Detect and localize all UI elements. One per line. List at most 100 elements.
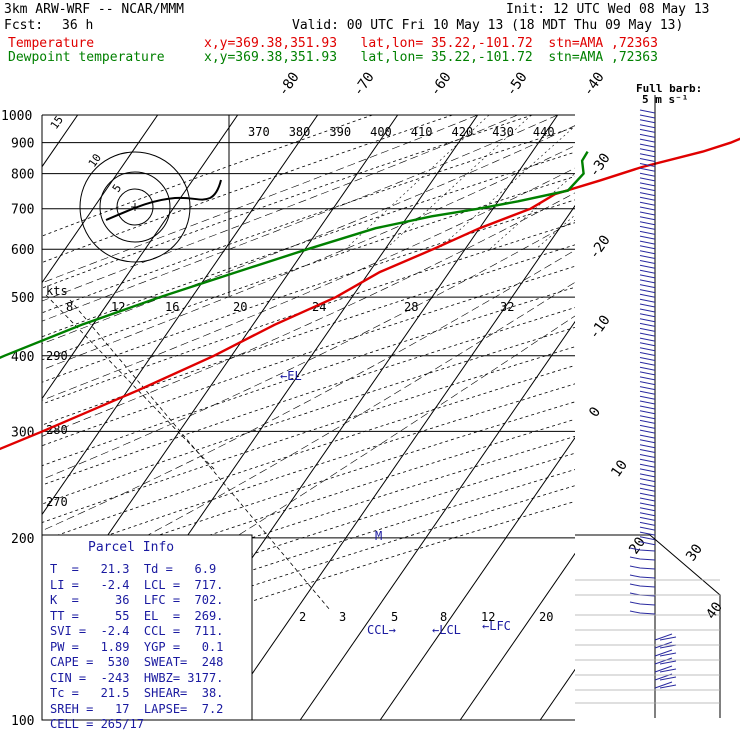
- pressure-tick-label: 800: [11, 168, 34, 183]
- pressure-tick-label: 300: [11, 425, 34, 440]
- pressure-tick-label: 500: [11, 291, 34, 306]
- isotherm-label: -50: [503, 69, 531, 99]
- parcel-info-row: CELL = 265/17: [50, 717, 144, 731]
- plot-area: [42, 115, 575, 720]
- isotherm: [539, 668, 575, 720]
- parcel-info-row: CIN = -243 HWBZ= 3177.: [50, 670, 224, 685]
- wind-barb: [639, 177, 656, 187]
- wind-barb: [639, 148, 656, 158]
- theta-e-label: 370: [248, 125, 270, 139]
- wind-barb: [639, 507, 656, 517]
- moist-adiabat: [42, 145, 575, 371]
- wind-barb: [639, 255, 656, 264]
- hodograph-trace: [105, 179, 222, 221]
- pressure-tick-label: 700: [11, 203, 34, 218]
- moist-adiabat: [42, 115, 478, 284]
- wind-barb: [654, 665, 677, 673]
- wind-barb: [639, 361, 656, 371]
- hodograph-speed-label: 15: [48, 113, 66, 131]
- dry-adiabat: [42, 126, 575, 314]
- theta-e-label: 420: [452, 125, 474, 139]
- dry-adiabat: [42, 222, 575, 405]
- wind-barb: [639, 526, 656, 536]
- isotherm-label: -10: [586, 312, 614, 342]
- dry-adiabat: [45, 294, 216, 471]
- wind-barb: [639, 352, 656, 361]
- wind-barb: [639, 439, 656, 449]
- model-title: 3km ARW-WRF -- NCAR/MMM: [4, 2, 185, 17]
- wind-barb: [629, 583, 656, 588]
- wind-barb: [629, 592, 656, 597]
- wind-barb: [639, 322, 656, 332]
- wind-barb: [639, 245, 656, 255]
- isotherm-label: -30: [586, 150, 614, 180]
- lower-right-frame: [575, 534, 721, 718]
- isotherm-label: 40: [703, 599, 726, 622]
- dry-adiabat: [42, 115, 533, 289]
- melting-annotation: M: [375, 529, 382, 543]
- dewpoint-label: Dewpoint temperature: [8, 50, 165, 65]
- theta-e-label: 410: [411, 125, 433, 139]
- moist-adiabat: [42, 125, 575, 345]
- dry-adiabat: [42, 199, 575, 383]
- wind-barb: [639, 487, 656, 497]
- hodograph-units-label: kts: [46, 284, 68, 298]
- wind-barb: [639, 274, 656, 284]
- wind-barb: [639, 196, 656, 206]
- wind-barb: [639, 313, 656, 323]
- theta-e-label: 270: [46, 495, 68, 509]
- mixing-ratio-label: 2: [299, 610, 306, 624]
- moist-adiabat: [42, 167, 575, 401]
- mixing-ratio-line: [489, 173, 575, 250]
- isotherm: [42, 115, 319, 516]
- init-time: Init: 12 UTC Wed 08 May 13: [506, 2, 710, 17]
- parcel-info-row: K = 36 LFC = 702.: [50, 593, 224, 607]
- wind-barb: [629, 556, 656, 561]
- dry-adiabat: [69, 299, 331, 611]
- hodograph-tick-label: 8: [66, 300, 73, 314]
- dry-adiabat: [42, 175, 575, 361]
- wind-barb: [639, 468, 656, 478]
- temperature-label: Temperature: [8, 36, 95, 51]
- wind-barb: [639, 458, 656, 468]
- ccl-annotation: CCL→: [367, 623, 396, 637]
- wind-barb: [639, 400, 656, 410]
- wind-barb: [639, 497, 656, 507]
- isotherm: [42, 115, 239, 400]
- theta-e-label: 400: [370, 125, 392, 139]
- hodograph-tick-label: 16: [165, 300, 179, 314]
- mixing-ratio-label: 3: [339, 610, 346, 624]
- isotherm-label: 30: [683, 541, 706, 564]
- wind-barb: [639, 429, 656, 439]
- wind-barb: [629, 601, 656, 606]
- forecast-hour: 36 h: [62, 18, 94, 33]
- dry-adiabat: [42, 326, 575, 505]
- wind-barb: [639, 536, 656, 546]
- isotherm: [459, 552, 575, 720]
- wind-barb: [639, 332, 656, 342]
- pressure-tick-label: 600: [11, 243, 34, 258]
- isotherm-label: -80: [275, 69, 303, 99]
- hodograph-tick-label: 32: [500, 300, 514, 314]
- valid-time: Valid: 00 UTC Fri 10 May 13 (18 MDT Thu …: [292, 18, 684, 33]
- wind-barb: [639, 381, 656, 391]
- wind-barb: [639, 516, 656, 526]
- parcel-info-box: [41, 534, 253, 721]
- isotherm-label: 20: [626, 534, 649, 557]
- dewpoint-profile: [0, 150, 589, 360]
- lcl-annotation: ←LCL: [432, 623, 461, 637]
- mixing-ratio-label: 12: [481, 610, 495, 624]
- wind-barb: [654, 657, 677, 665]
- theta-e-label: 390: [329, 125, 351, 139]
- wind-barb: [639, 390, 656, 400]
- isotherm: [299, 320, 575, 720]
- parcel-info-title: Parcel Info: [88, 540, 175, 555]
- wind-barb: [639, 410, 656, 420]
- wind-barb: [639, 109, 656, 119]
- wind-barb: [639, 206, 656, 216]
- dry-adiabat: [42, 265, 575, 447]
- wind-barb: [639, 128, 656, 138]
- wind-barb: [639, 187, 656, 197]
- hodograph-ring-inner: [116, 188, 154, 226]
